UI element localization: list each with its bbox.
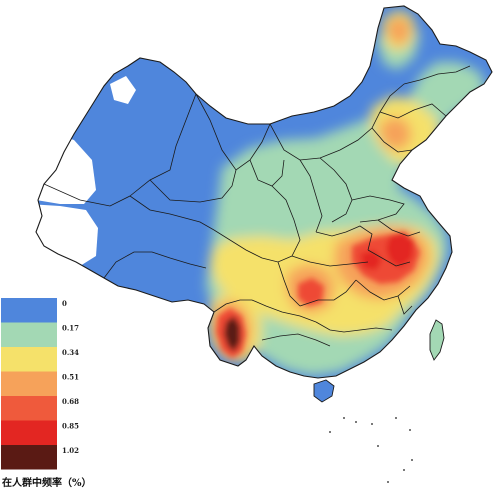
- boundary-chongqing: [277, 261, 301, 307]
- boundary-liaoning: [371, 127, 413, 153]
- legend-swatch: [1, 347, 57, 372]
- province-boundaries: [43, 65, 471, 347]
- boundary-jiangxi: [355, 279, 411, 301]
- legend-label: 1.02: [62, 446, 79, 455]
- legend-label: 0.68: [62, 397, 79, 406]
- boundary-tibet-north: [43, 183, 215, 231]
- boundary-shanxi: [299, 159, 323, 233]
- boundary-hunan: [299, 279, 357, 307]
- island-dot: [329, 431, 331, 433]
- taiwan-island: [429, 319, 445, 361]
- legend-swatch: [1, 445, 57, 470]
- mainland-outline: [35, 5, 493, 379]
- boundary-sichuan: [213, 229, 293, 263]
- island-dot: [355, 421, 357, 423]
- boundary-inner-mongolia: [269, 83, 405, 161]
- legend-label: 0.34: [62, 348, 79, 357]
- orange-zone-northeast: [380, 116, 412, 150]
- island-dot: [395, 417, 397, 419]
- legend-label: 0: [62, 299, 67, 308]
- dark-peak-southwest: [224, 316, 240, 352]
- frequency-legend: 0 0.17 0.34 0.51 0.68 0.85 1.02 在人群中频率（%）: [1, 298, 92, 489]
- taiwan-outline: [429, 319, 445, 361]
- legend-label: 0.85: [62, 422, 79, 431]
- hainan-island: [313, 379, 335, 403]
- boundary-guangxi: [261, 333, 331, 347]
- legend-swatches: 0 0.17 0.34 0.51 0.68 0.85 1.02: [1, 298, 79, 470]
- legend-swatch: [1, 396, 57, 421]
- island-dot: [371, 423, 373, 425]
- boundary-henan: [315, 225, 373, 251]
- boundary-northeast-2: [403, 65, 471, 85]
- no-data-zone-southwest: [36, 204, 98, 266]
- legend-swatch: [1, 298, 57, 323]
- hainan-outline: [313, 379, 335, 403]
- boundary-jiangsu: [377, 219, 421, 237]
- boundary-hebei: [319, 157, 353, 223]
- boundary-shaanxi: [271, 185, 301, 257]
- boundary-guizhou: [251, 299, 317, 323]
- boundary-hubei: [291, 255, 369, 267]
- boundary-guangdong: [315, 321, 393, 333]
- island-dot: [387, 481, 389, 483]
- no-data-zone-north: [110, 76, 136, 104]
- red-zone-central: [298, 278, 324, 306]
- legend-label: 0.17: [62, 324, 79, 333]
- orange-zone-far-north: [386, 16, 410, 46]
- island-dot: [409, 429, 411, 431]
- legend-swatch: [1, 371, 57, 396]
- boundary-xinjiang-gansu: [129, 93, 197, 197]
- island-dot: [377, 445, 379, 447]
- hainan-shape: [314, 380, 334, 402]
- boundary-yunnan: [213, 299, 252, 313]
- boundary-anhui: [367, 249, 411, 267]
- boundary-zhejiang-fujian: [397, 295, 413, 315]
- boundary-tibet-inner: [103, 251, 207, 279]
- legend-caption: 在人群中频率（%）: [2, 476, 92, 489]
- legend-swatch: [1, 420, 57, 445]
- boundary-northeast-1: [379, 103, 447, 119]
- island-dot: [411, 459, 413, 461]
- boundary-gansu-inner: [195, 93, 271, 171]
- boundary-qinghai: [149, 169, 237, 203]
- island-dot: [343, 417, 345, 419]
- south-sea-islands: [329, 417, 413, 483]
- legend-swatch: [1, 322, 57, 347]
- legend-label: 0.51: [62, 373, 79, 382]
- deep-red-core-east: [386, 232, 414, 268]
- island-dot: [403, 469, 405, 471]
